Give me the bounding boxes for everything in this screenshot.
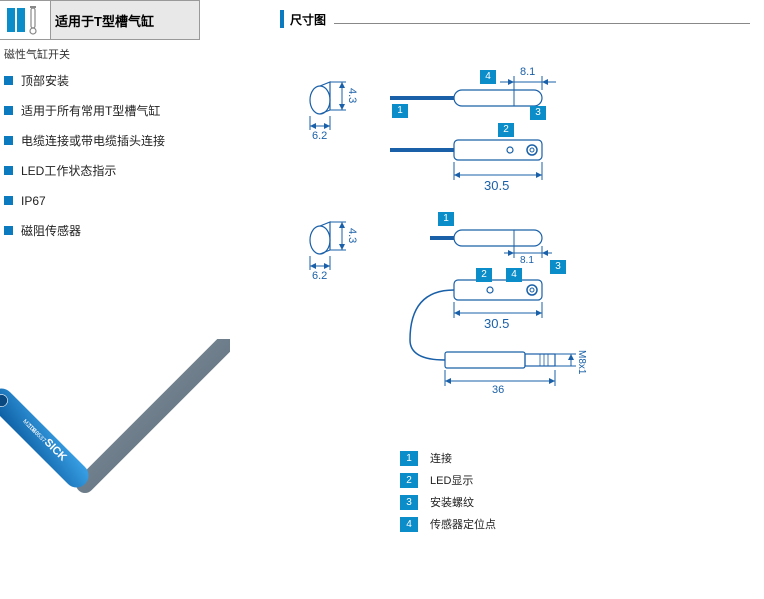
features-list: 顶部安装 适用于所有常用T型槽气缸 电缆连接或带电缆插头连接 LED工作状态指示… bbox=[0, 72, 200, 240]
bullet-icon bbox=[4, 196, 13, 205]
list-item: IP67 bbox=[4, 192, 200, 210]
list-item: 顶部安装 bbox=[4, 72, 200, 90]
dim-label: 6.2 bbox=[312, 270, 327, 282]
product-icon bbox=[0, 0, 50, 40]
legend-badge: 4 bbox=[400, 517, 418, 532]
legend-text: LED显示 bbox=[430, 472, 473, 488]
product-photo: SICK 1048537 MZTE bbox=[0, 339, 230, 599]
legend-badge: 3 bbox=[400, 495, 418, 510]
dim-label: 4.3 bbox=[346, 88, 358, 103]
dim-label: 36 bbox=[492, 384, 504, 396]
header-subtitle: 磁性气缸开关 bbox=[4, 46, 200, 62]
bullet-icon bbox=[4, 76, 13, 85]
dim-label: M8x1 bbox=[576, 350, 587, 374]
section-header: 尺寸图 bbox=[280, 8, 750, 30]
list-item: LED工作状态指示 bbox=[4, 162, 200, 180]
badge-3: 3 bbox=[530, 106, 546, 120]
legend-row: 3 安装螺纹 bbox=[400, 494, 750, 510]
dim-label: 30.5 bbox=[484, 316, 509, 331]
badge-3: 3 bbox=[550, 260, 566, 274]
bullet-icon bbox=[4, 226, 13, 235]
bullet-icon bbox=[4, 166, 13, 175]
badge-1: 1 bbox=[392, 104, 408, 118]
header-row: 适用于T型槽气缸 bbox=[0, 0, 200, 40]
badge-4: 4 bbox=[480, 70, 496, 84]
dim-label: 8.1 bbox=[520, 66, 535, 78]
legend-row: 2 LED显示 bbox=[400, 472, 750, 488]
badge-2: 2 bbox=[476, 268, 492, 282]
list-item: 适用于所有常用T型槽气缸 bbox=[4, 102, 200, 120]
section-line bbox=[334, 14, 750, 24]
list-item: 电缆连接或带电缆插头连接 bbox=[4, 132, 200, 150]
header-title: 适用于T型槽气缸 bbox=[50, 1, 199, 39]
dim-label: 6.2 bbox=[312, 130, 327, 142]
bullet-icon bbox=[4, 106, 13, 115]
legend-badge: 2 bbox=[400, 473, 418, 488]
badge-2: 2 bbox=[498, 123, 514, 137]
legend-text: 安装螺纹 bbox=[430, 494, 474, 510]
dim-label: 4.3 bbox=[346, 228, 358, 243]
section-title: 尺寸图 bbox=[290, 11, 326, 28]
legend-text: 连接 bbox=[430, 450, 452, 466]
dim-label: 30.5 bbox=[484, 178, 509, 193]
legend-text: 传感器定位点 bbox=[430, 516, 496, 532]
badge-4: 4 bbox=[506, 268, 522, 282]
dimension-diagram: 4.3 6.2 8.1 30.5 4.3 6.2 8.1 30.5 36 M8x… bbox=[280, 40, 750, 440]
section-accent bbox=[280, 10, 284, 28]
legend-row: 4 传感器定位点 bbox=[400, 516, 750, 532]
legend-badge: 1 bbox=[400, 451, 418, 466]
legend: 1 连接 2 LED显示 3 安装螺纹 4 传感器定位点 bbox=[400, 450, 750, 532]
legend-row: 1 连接 bbox=[400, 450, 750, 466]
list-item: 磁阻传感器 bbox=[4, 222, 200, 240]
dim-label: 8.1 bbox=[520, 255, 534, 266]
bullet-icon bbox=[4, 136, 13, 145]
badge-1: 1 bbox=[438, 212, 454, 226]
